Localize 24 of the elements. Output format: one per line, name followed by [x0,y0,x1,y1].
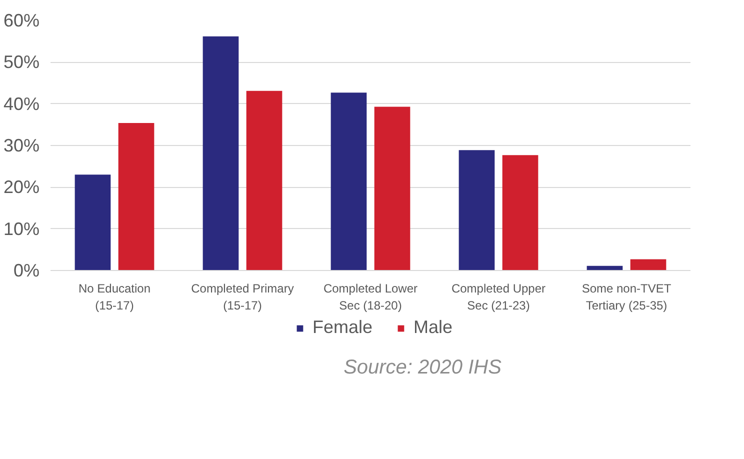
bar [330,92,367,270]
bar [246,90,282,270]
legend-label: Male [414,317,453,338]
x-tick-label: Completed Primary (15-17) [191,282,294,312]
bar [458,150,495,270]
bar [118,123,154,270]
x-tick-label: No Education (15-17) [78,282,151,312]
x-tick-label: Completed Lower Sec (18-20) [323,282,418,312]
y-tick-label: 20% [3,177,40,198]
y-tick-label: 30% [3,136,40,156]
y-tick-label: 40% [3,94,40,114]
y-tick-label: 60% [3,10,40,30]
legend-label: Female [312,317,373,338]
bar [202,36,239,270]
bar [630,259,666,270]
bar [374,106,410,270]
bar [74,174,111,270]
bar [502,155,538,270]
y-tick-label: 50% [3,52,40,72]
x-tick-label: Completed Upper Sec (21-23) [451,282,546,312]
source-note: Source: 2020 IHS [344,356,502,378]
x-tick-label: Some non-TVET Tertiary (25-35) [582,282,672,312]
y-tick-label: 0% [13,260,40,280]
y-tick-label: 10% [3,218,40,239]
